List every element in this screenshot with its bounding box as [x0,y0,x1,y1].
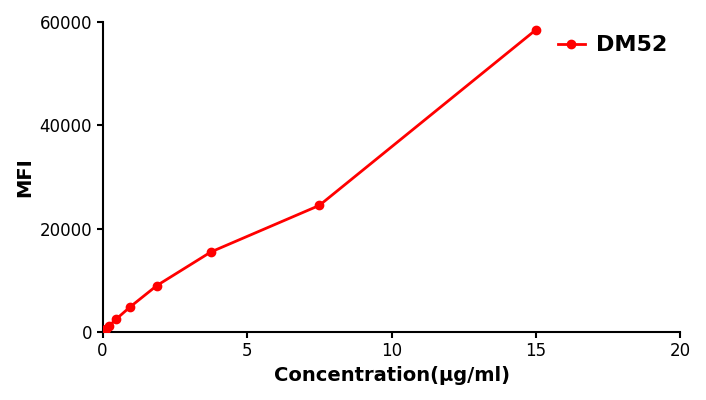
X-axis label: Concentration(μg/ml): Concentration(μg/ml) [273,366,510,385]
DM52 [126,305,134,310]
DM52 [112,317,121,322]
DM52 [102,326,110,331]
Legend: DM52: DM52 [549,26,676,64]
DM52 [98,329,107,334]
DM52 [532,27,540,32]
Y-axis label: MFI: MFI [15,157,34,197]
DM52 [315,203,323,208]
DM52 [207,250,215,254]
DM52 [105,324,114,328]
DM52 [100,328,109,333]
Line: DM52: DM52 [98,26,540,336]
DM52 [152,283,161,288]
